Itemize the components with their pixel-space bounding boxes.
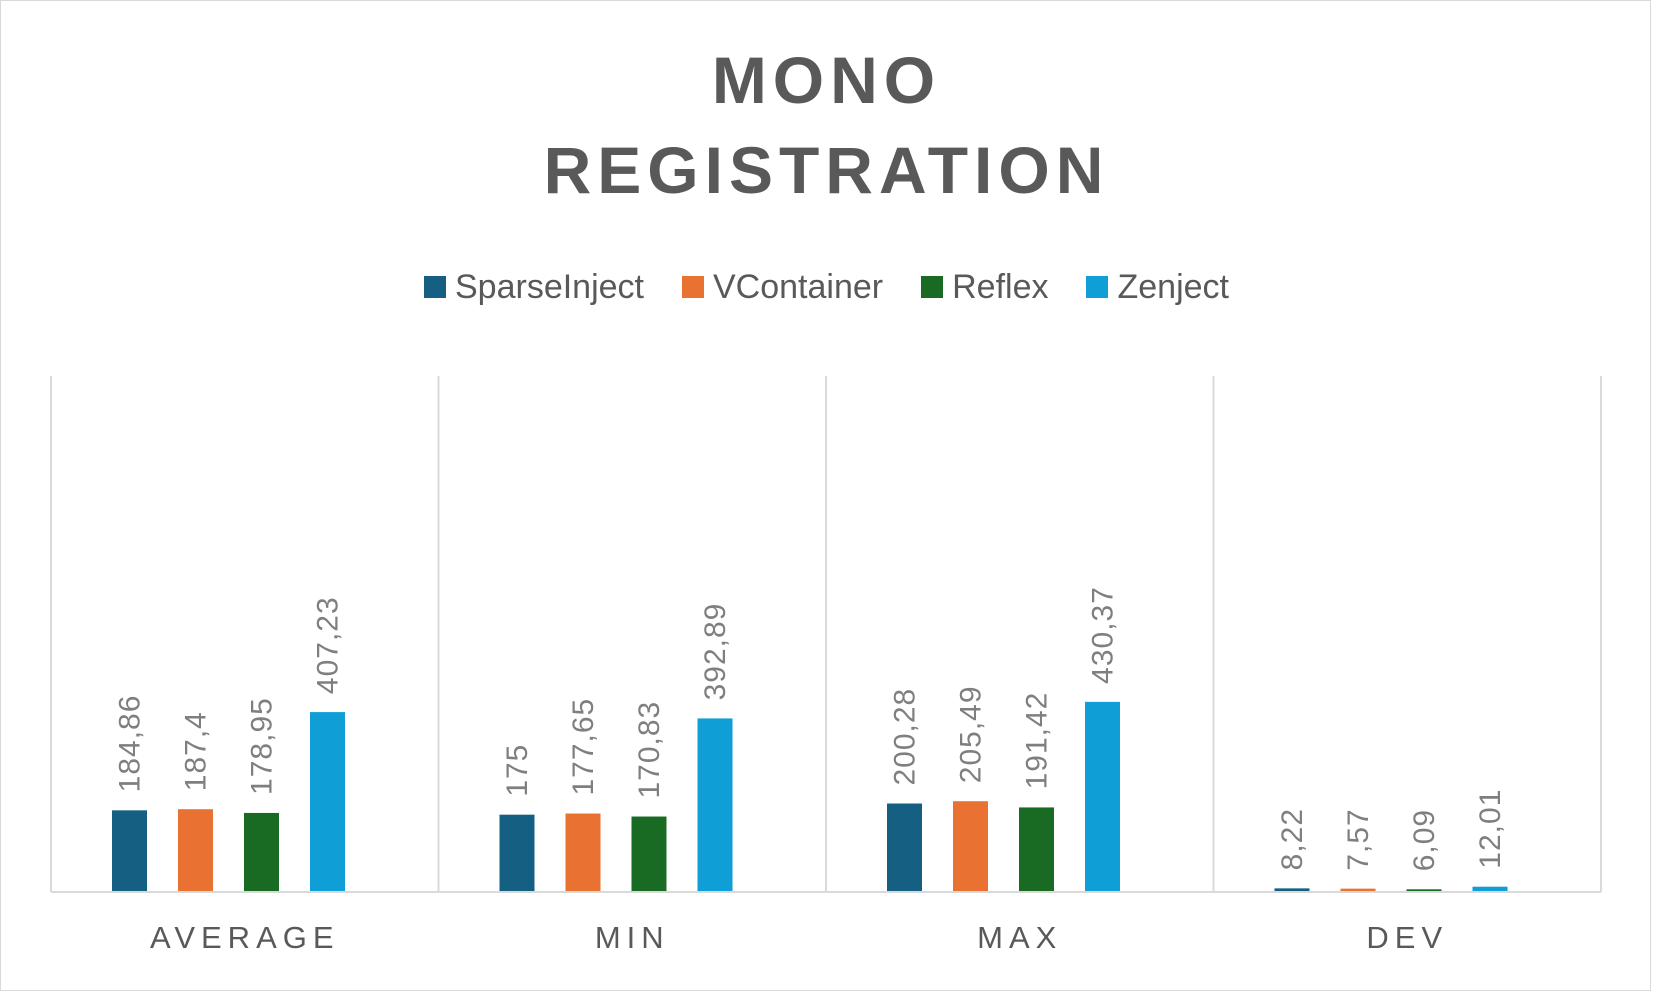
bar — [1085, 701, 1120, 892]
bar — [499, 814, 535, 892]
data-label: 6,09 — [1408, 809, 1441, 871]
data-label: 407,23 — [312, 596, 345, 694]
legend-label: VContainer — [713, 267, 884, 306]
bar — [1406, 889, 1442, 892]
bar — [178, 809, 213, 892]
data-label: 187,4 — [180, 711, 213, 791]
bar — [244, 812, 279, 892]
data-label: 12,01 — [1474, 789, 1507, 869]
data-label: 178,95 — [246, 697, 279, 795]
data-label: 7,57 — [1342, 808, 1375, 870]
legend-item-zenject: Zenject — [1086, 268, 1229, 307]
legend-label: Reflex — [952, 267, 1049, 306]
legend-swatch — [921, 276, 944, 298]
bar — [1340, 888, 1376, 892]
bar — [887, 803, 922, 892]
chart-legend: SparseInject VContainer Reflex Zenject — [0, 265, 1653, 309]
data-label: 170,83 — [633, 701, 666, 799]
legend-swatch — [424, 276, 446, 298]
bar — [310, 712, 345, 892]
data-label: 177,65 — [567, 698, 600, 796]
bar — [1019, 807, 1054, 892]
bar — [112, 810, 147, 892]
category-label: MAX — [977, 920, 1062, 955]
data-label: 8,22 — [1276, 808, 1309, 870]
bar — [1472, 886, 1508, 892]
data-label: 184,86 — [114, 695, 147, 793]
legend-item-vcontainer: VContainer — [682, 268, 883, 307]
bar — [631, 816, 667, 892]
category-label: AVERAGE — [150, 920, 340, 955]
category-label: DEV — [1366, 920, 1448, 955]
bar — [953, 801, 988, 892]
chart-title-line-1: MONO — [711, 43, 942, 117]
data-label: 430,37 — [1087, 586, 1120, 684]
data-label: 175 — [501, 744, 534, 797]
chart-title-line-2: REGISTRATION — [543, 133, 1110, 207]
data-label: 205,49 — [955, 685, 988, 783]
legend-item-sparseinject: SparseInject — [424, 268, 644, 307]
category-label: MIN — [595, 920, 670, 955]
data-label: 392,89 — [699, 603, 732, 701]
legend-label: Zenject — [1117, 267, 1229, 306]
bar — [565, 813, 601, 892]
bar — [697, 718, 733, 892]
data-label: 200,28 — [889, 688, 922, 786]
legend-swatch — [1086, 276, 1109, 298]
legend-label: SparseInject — [455, 267, 644, 306]
data-label: 191,42 — [1021, 692, 1054, 790]
legend-swatch — [682, 276, 704, 298]
bar — [1274, 888, 1310, 892]
legend-item-reflex: Reflex — [921, 268, 1048, 307]
